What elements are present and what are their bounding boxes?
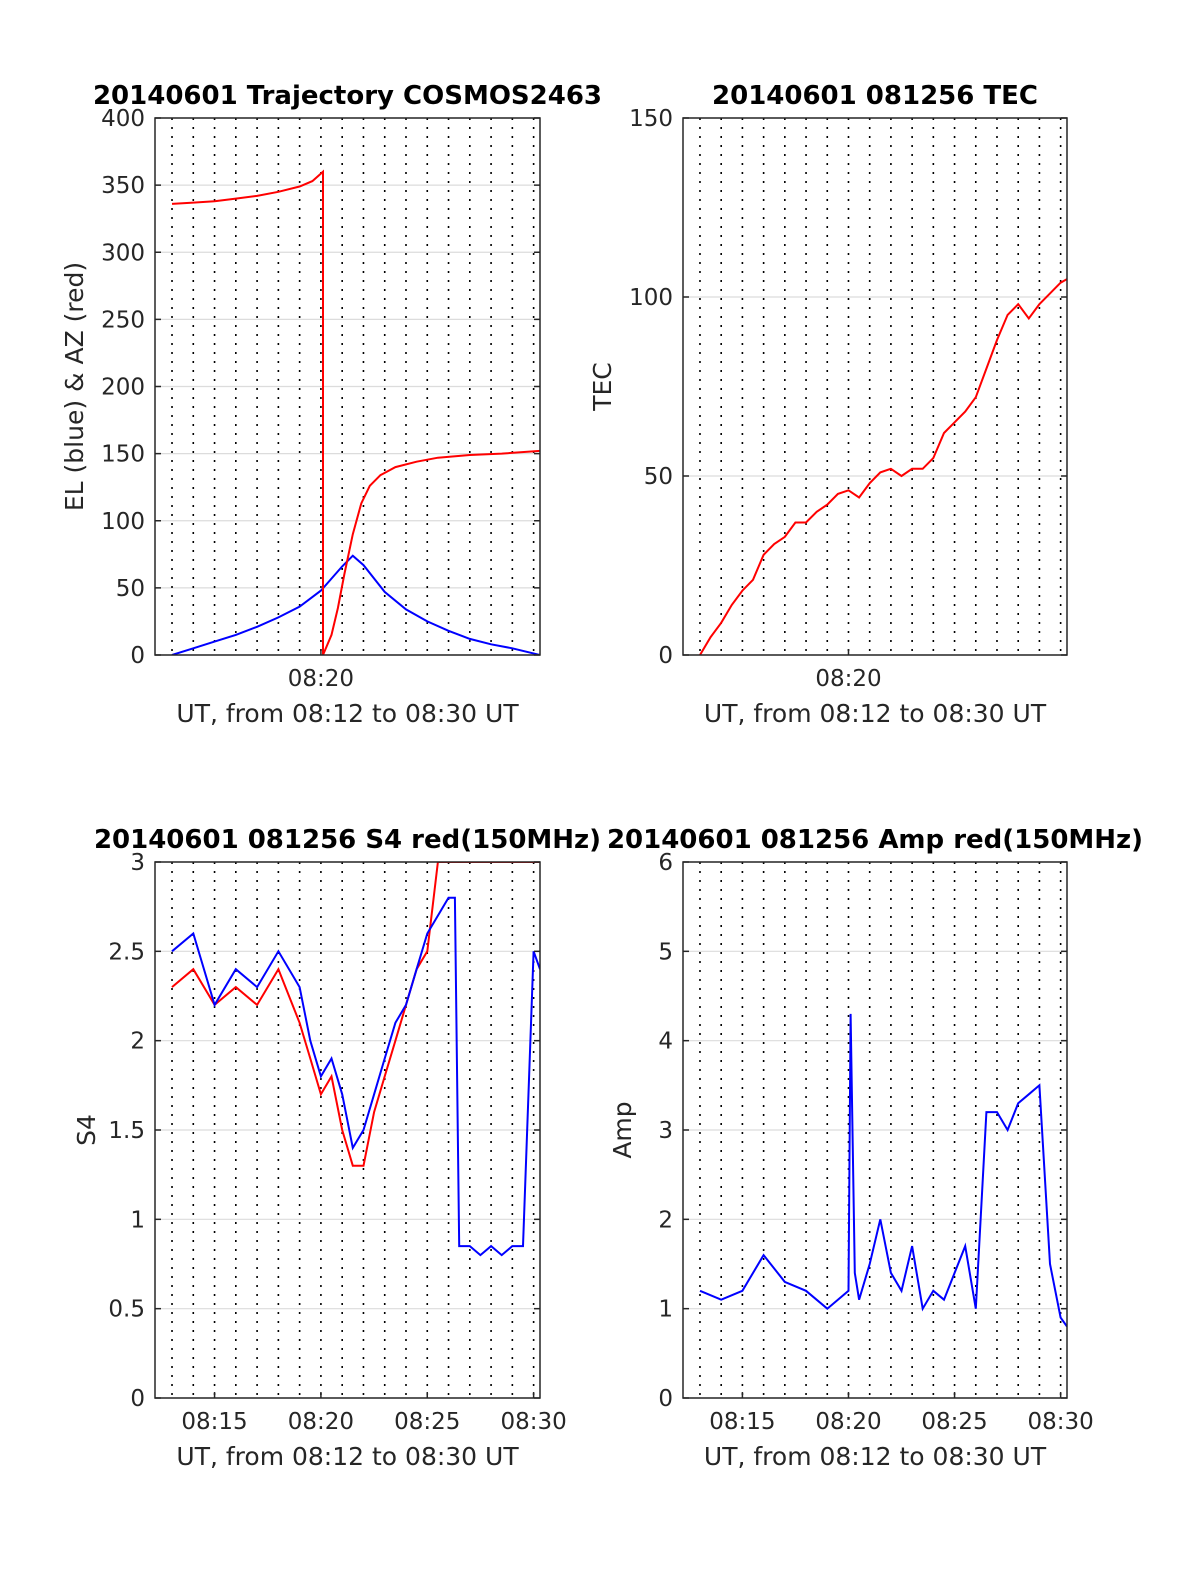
panel-3: 0 0.5 1 1.5 2 2.5 3 08:15 08:20 08:25 08:30 2014060… — [72, 825, 601, 1471]
panel-3-xlabel: UT, from 08:12 to 08:30 UT — [176, 1442, 519, 1471]
panel-4-title: 20140601 081256 Amp red(150MHz) — [607, 825, 1143, 855]
panel-4: 0 1 2 3 4 5 6 08:15 08:20 08:25 08:30 20140601 0812… — [607, 825, 1143, 1471]
panel-2-ytick-label: 150 — [629, 106, 673, 132]
panel-1-ytick-label: 200 — [101, 375, 145, 401]
panel-3-ytick-label: 0 — [130, 1386, 145, 1412]
panel-3-ytick-label: 1.5 — [108, 1118, 145, 1144]
panel-2-title: 20140601 081256 TEC — [712, 81, 1038, 111]
panel-3-xtick-label: 08:30 — [500, 1409, 566, 1435]
panel-4-xtick-label: 08:20 — [815, 1409, 881, 1435]
panel-2-axes-frame — [682, 117, 1068, 656]
panel-1-title: 20140601 Trajectory COSMOS2463 — [93, 81, 602, 111]
panel-2-ylabel: TEC — [588, 362, 617, 412]
panel-3-ylabel: S4 — [72, 1114, 101, 1146]
panel-4-xtick-label: 08:25 — [921, 1409, 987, 1435]
panel-1-series-az-red- — [171, 169, 540, 655]
panel-1-ytick-label: 400 — [101, 106, 145, 132]
panel-3-ytick-label: 1 — [130, 1207, 145, 1233]
panel-1-ytick-label: 0 — [130, 643, 145, 669]
panel-3-ytick-label: 0.5 — [108, 1297, 145, 1323]
panel-3-ytick-label: 3 — [130, 850, 145, 876]
panel-3-title: 20140601 081256 S4 red(150MHz) — [94, 825, 601, 855]
panel-3-xtick-label: 08:20 — [288, 1409, 354, 1435]
panel-4-xtick-label: 08:30 — [1027, 1409, 1093, 1435]
panel-3-ytick-label: 2.5 — [108, 939, 145, 965]
panel-2-xlabel: UT, from 08:12 to 08:30 UT — [704, 699, 1047, 728]
panel-4-xtick-label: 08:15 — [709, 1409, 775, 1435]
panel-3-series-blue — [171, 896, 540, 1257]
panel-4-ytick-label: 5 — [658, 939, 673, 965]
panel-3-series-red — [171, 862, 540, 1167]
panel-1-ytick-label: 150 — [101, 442, 145, 468]
panel-1-xtick-label: 08:20 — [288, 666, 354, 692]
panel-1-ylabel: EL (blue) & AZ (red) — [60, 262, 89, 511]
panel-2-ytick-label: 0 — [658, 643, 673, 669]
panel-4-ytick-label: 3 — [658, 1118, 673, 1144]
panel-4-series-amp — [699, 1013, 1067, 1328]
panel-4-ytick-label: 0 — [658, 1386, 673, 1412]
panel-1-ytick-label: 250 — [101, 307, 145, 333]
panel-1-ytick-label: 50 — [116, 576, 145, 602]
panel-2-series-tec — [699, 278, 1067, 655]
panel-1-ytick-label: 300 — [101, 240, 145, 266]
panel-4-ylabel: Amp — [608, 1101, 637, 1158]
panel-4-ytick-label: 1 — [658, 1297, 673, 1323]
panel-4-xlabel: UT, from 08:12 to 08:30 UT — [704, 1442, 1047, 1471]
panel-1-ytick-label: 100 — [101, 509, 145, 535]
panel-1-series-el-blue- — [171, 554, 540, 655]
panel-3-ytick-label: 2 — [130, 1029, 145, 1055]
panel-4-ytick-label: 6 — [658, 850, 673, 876]
panel-3-xtick-label: 08:15 — [181, 1409, 247, 1435]
panel-2-xtick-label: 08:20 — [815, 666, 881, 692]
panel-2: 0 50 100 150 08:20 20140601 081256 TEC UT, fro… — [588, 81, 1068, 728]
panel-2-ytick-label: 100 — [629, 285, 673, 311]
panel-4-ytick-label: 2 — [658, 1207, 673, 1233]
panel-4-ytick-label: 4 — [658, 1029, 673, 1055]
panel-1-xlabel: UT, from 08:12 to 08:30 UT — [176, 699, 519, 728]
panel-1: 0 50 100 150 200 250 300 350 400 08:20 20140601 Tr… — [60, 81, 602, 728]
panel-3-xtick-label: 08:25 — [394, 1409, 460, 1435]
panel-2-ytick-label: 50 — [644, 464, 673, 490]
panel-1-ytick-label: 350 — [101, 173, 145, 199]
